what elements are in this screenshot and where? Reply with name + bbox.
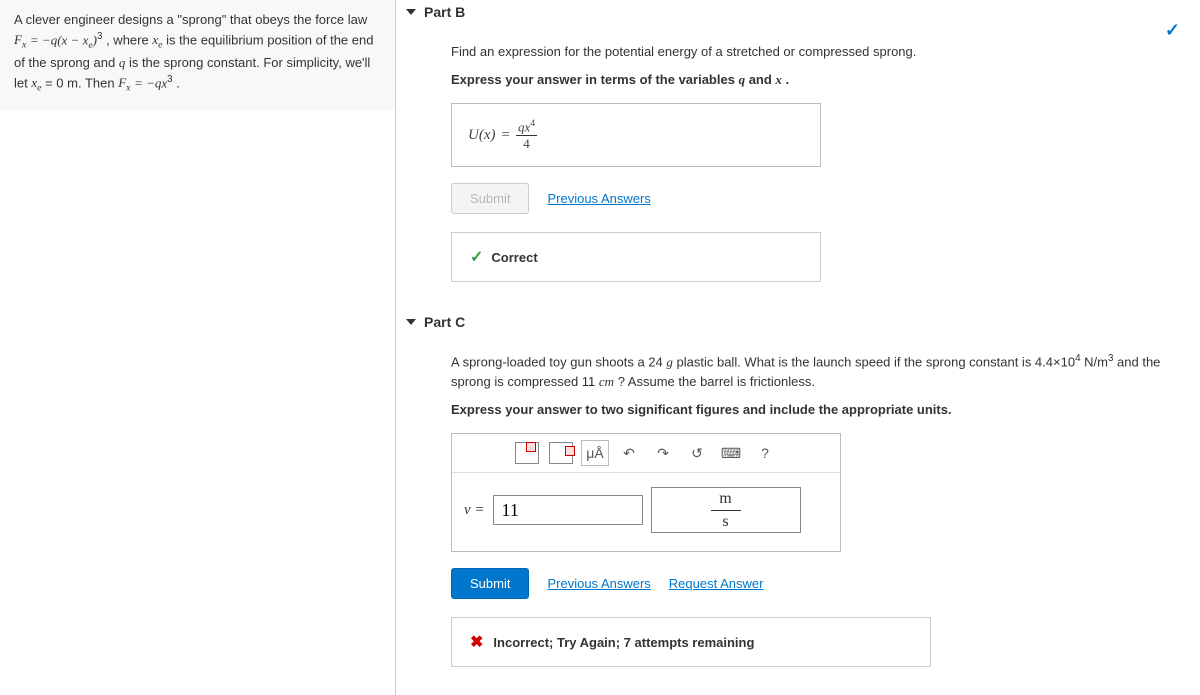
completed-check-icon: ✓ (1165, 20, 1180, 41)
previous-answers-link[interactable]: Previous Answers (547, 191, 650, 206)
part-c-instruction: Express your answer to two significant f… (451, 400, 1170, 420)
units-tool[interactable]: μÅ (581, 440, 609, 466)
part-b-prompt: Find an expression for the potential ene… (451, 42, 1170, 62)
template1-tool[interactable] (513, 440, 541, 466)
part-b-title: Part B (424, 4, 465, 20)
submit-button[interactable]: Submit (451, 568, 529, 599)
unit-input[interactable]: m s (651, 487, 801, 533)
part-b-answer-display: U(x) = qx4 4 (451, 103, 821, 167)
incorrect-feedback: ✖ Incorrect; Try Again; 7 attempts remai… (451, 617, 931, 667)
problem-description: A clever engineer designs a "sprong" tha… (0, 0, 395, 695)
variable-label: v = (464, 502, 485, 519)
value-input[interactable] (493, 495, 643, 525)
part-c-prompt: A sprong-loaded toy gun shoots a 24 g pl… (451, 352, 1170, 391)
keyboard-icon[interactable]: ⌨ (717, 440, 745, 466)
part-c-header[interactable]: Part C (396, 310, 1200, 334)
collapse-caret-icon[interactable] (406, 319, 416, 325)
request-answer-link[interactable]: Request Answer (669, 576, 764, 591)
reset-icon[interactable]: ↺ (683, 440, 711, 466)
correct-feedback: ✓ Correct (451, 232, 821, 282)
check-icon: ✓ (470, 247, 483, 267)
equation-toolbar: μÅ ↶ ↷ ↺ ⌨ ? (452, 434, 840, 473)
answer-input-region: μÅ ↶ ↷ ↺ ⌨ ? v = m s (451, 433, 841, 552)
help-icon[interactable]: ? (751, 440, 779, 466)
previous-answers-link[interactable]: Previous Answers (547, 576, 650, 591)
part-c-title: Part C (424, 314, 465, 330)
text: A clever engineer designs a "sprong" tha… (14, 12, 367, 27)
undo-icon[interactable]: ↶ (615, 440, 643, 466)
submit-button: Submit (451, 183, 529, 214)
collapse-caret-icon[interactable] (406, 9, 416, 15)
template2-tool[interactable] (547, 440, 575, 466)
x-icon: ✖ (470, 632, 483, 652)
redo-icon[interactable]: ↷ (649, 440, 677, 466)
part-b-header[interactable]: Part B (396, 0, 1200, 24)
